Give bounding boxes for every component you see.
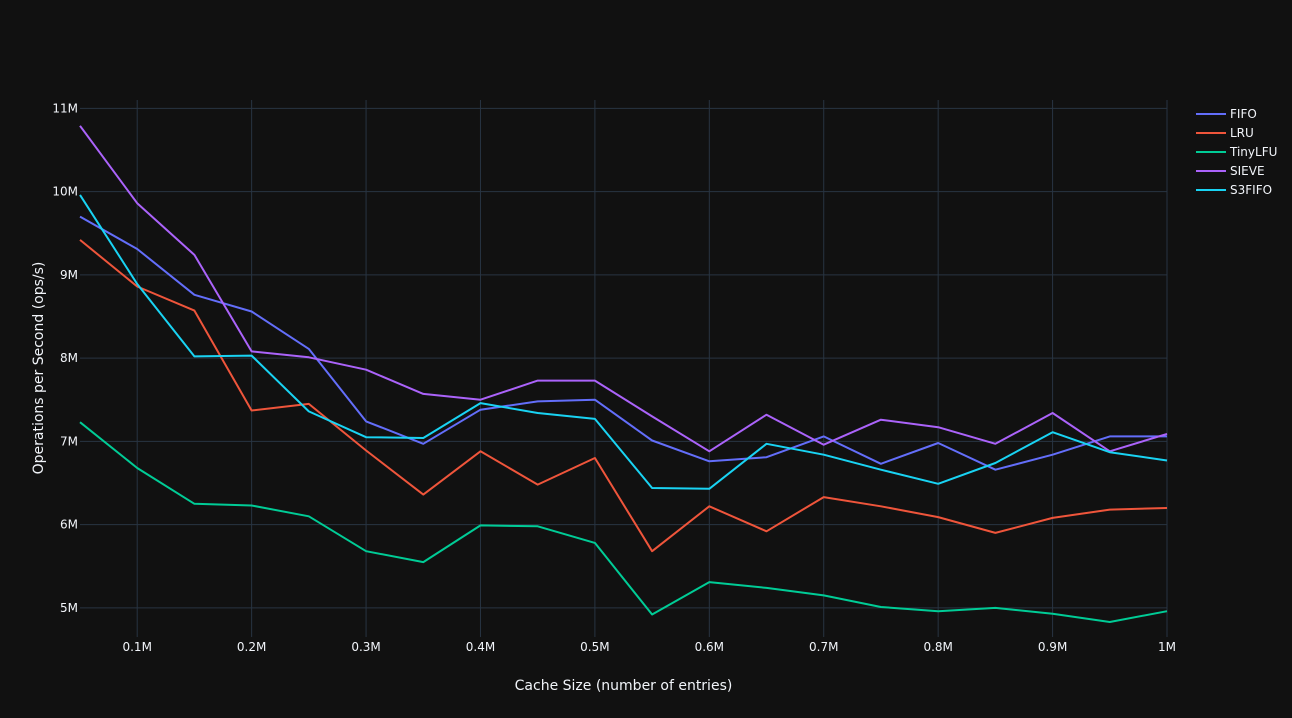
series-line-tinylfu [79, 421, 1168, 623]
x-axis-title: Cache Size (number of entries) [515, 678, 733, 694]
series-line-lru [79, 239, 1168, 553]
x-tick-label: 0.5M [580, 640, 609, 654]
series-line-fifo [79, 215, 1167, 471]
x-tick-label: 0.7M [809, 640, 838, 654]
y-axis-title: Operations per Second (ops/s) [31, 262, 47, 475]
x-tick-label: 0.6M [695, 640, 724, 654]
legend-item-fifo[interactable]: FIFO [1196, 107, 1257, 121]
x-tick-label: 0.1M [122, 640, 151, 654]
x-tick-label: 0.3M [351, 640, 380, 654]
x-tick-label: 0.9M [1038, 640, 1067, 654]
legend-label: LRU [1230, 126, 1254, 140]
x-tick-label: 0.4M [466, 640, 495, 654]
legend-item-lru[interactable]: LRU [1196, 126, 1254, 140]
x-tick-label: 0.8M [923, 640, 952, 654]
series-lines [79, 125, 1168, 623]
y-tick-label: 11M [52, 101, 78, 115]
y-tick-label: 5M [60, 601, 78, 615]
axis-ticks: 0.1M 0.2M 0.3M 0.4M 0.5M 0.6M 0.7M 0.8M 0.9M 1M 5M… [52, 101, 1176, 654]
legend-item-s3fifo[interactable]: S3FIFO [1196, 183, 1272, 197]
x-tick-label: 1M [1158, 640, 1176, 654]
y-tick-label: 10M [52, 185, 78, 199]
y-tick-label: 8M [60, 351, 78, 365]
legend-label: TinyLFU [1229, 145, 1277, 159]
legend-label: SIEVE [1230, 164, 1265, 178]
legend-item-tinylfu[interactable]: TinyLFU [1196, 145, 1277, 159]
legend-label: FIFO [1230, 107, 1257, 121]
y-tick-label: 6M [60, 518, 78, 532]
y-tick-label: 9M [60, 268, 78, 282]
x-tick-label: 0.2M [237, 640, 266, 654]
series-line-sieve [79, 125, 1168, 453]
y-tick-label: 7M [60, 434, 78, 448]
legend[interactable]: FIFO LRU TinyLFU SIEVE S3FIFO [1196, 107, 1277, 197]
legend-item-sieve[interactable]: SIEVE [1196, 164, 1265, 178]
series-line-s3fifo [79, 194, 1168, 490]
legend-label: S3FIFO [1230, 183, 1272, 197]
